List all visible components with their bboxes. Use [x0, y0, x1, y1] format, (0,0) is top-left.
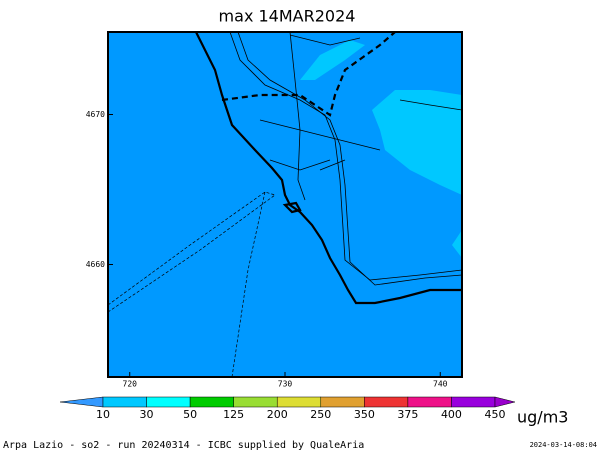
x-tick-label: 720 — [123, 380, 138, 389]
boundaries — [107, 31, 463, 378]
admin-border — [259, 31, 463, 201]
colorbar-label: 50 — [183, 408, 197, 421]
colorbar-label: 350 — [354, 408, 375, 421]
colorbar-bin — [102, 396, 147, 408]
colorbar-label: 450 — [485, 408, 506, 421]
river — [237, 31, 463, 286]
colorbar-bin — [451, 396, 496, 408]
y-tick-label: 4660 — [86, 260, 105, 269]
map-title: max 14MAR2024 — [219, 7, 356, 26]
colorbar-bin — [276, 396, 322, 408]
colorbar-end — [59, 396, 104, 408]
field-patch — [372, 90, 462, 195]
colorbar-label: 125 — [223, 408, 244, 421]
colorbar-label: 200 — [267, 408, 288, 421]
timestamp: 2024-03-14-08:04 — [530, 441, 597, 449]
colorbar-label: 400 — [441, 408, 462, 421]
colorbar-label: 30 — [140, 408, 154, 421]
colorbar-bin — [233, 396, 278, 408]
field-patch — [452, 230, 462, 258]
colorbar-bin — [320, 396, 365, 408]
colorbar-bin — [407, 396, 452, 408]
field — [108, 32, 462, 377]
region-border — [221, 31, 396, 117]
colorbar-label: 250 — [310, 408, 331, 421]
colorbar-unit: ug/m3 — [517, 408, 568, 427]
colorbar-bin — [364, 396, 409, 408]
y-tick-label: 4670 — [86, 110, 105, 119]
x-tick-label: 730 — [278, 380, 293, 389]
colorbar-end — [494, 396, 516, 408]
shipping-lane — [107, 191, 276, 378]
colorbar-label: 10 — [96, 408, 110, 421]
footer: Arpa Lazio - so2 - run 20240314 - ICBC s… — [3, 440, 364, 450]
coastline — [282, 201, 302, 214]
x-tick-label: 740 — [433, 380, 448, 389]
field-patch — [300, 40, 365, 80]
coastline — [195, 31, 462, 305]
river — [229, 31, 463, 281]
colorbar-bin — [189, 396, 234, 408]
colorbar-label: 375 — [397, 408, 418, 421]
colorbar-bin — [146, 396, 191, 408]
